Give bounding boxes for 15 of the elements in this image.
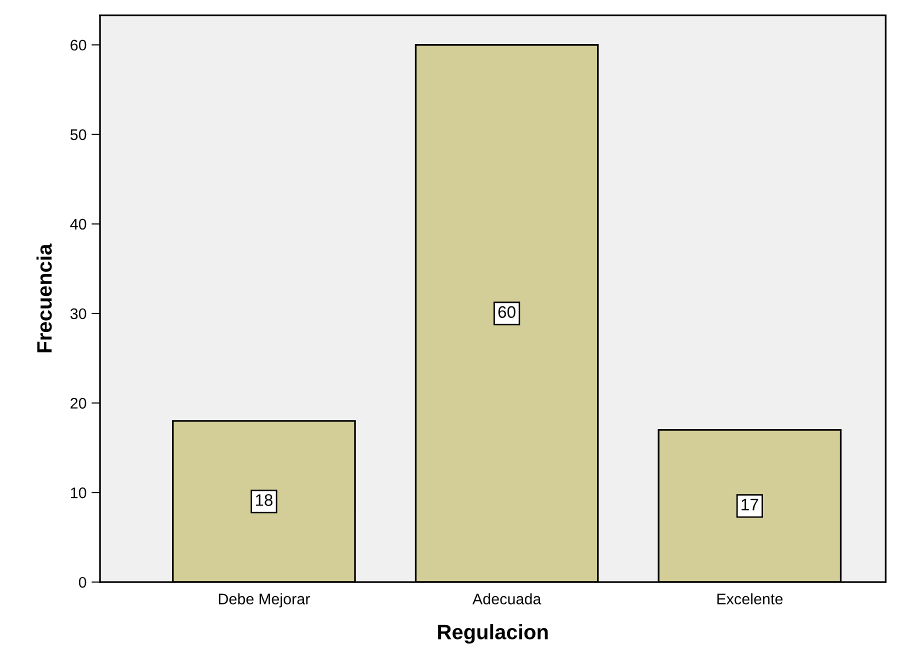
x-tick-label: Excelente xyxy=(717,593,783,604)
data-label: 17 xyxy=(742,498,758,510)
y-tick-label: 50 xyxy=(70,129,86,140)
y-tick-label: 10 xyxy=(70,487,86,498)
y-axis-title: Frecuencia xyxy=(36,244,52,352)
y-tick-label: 40 xyxy=(70,218,86,230)
x-tick-label: Adecuada xyxy=(472,593,542,604)
data-label: 18 xyxy=(256,494,272,506)
x-tick-label: Debe Mejorar xyxy=(218,593,310,608)
y-tick-label: 20 xyxy=(70,398,86,409)
y-tick-label: 60 xyxy=(70,40,86,51)
y-tick-label: 30 xyxy=(70,308,86,320)
x-axis-title: Regulacion xyxy=(438,624,548,644)
data-label: 60 xyxy=(498,306,516,318)
y-tick-label: 0 xyxy=(78,576,86,588)
